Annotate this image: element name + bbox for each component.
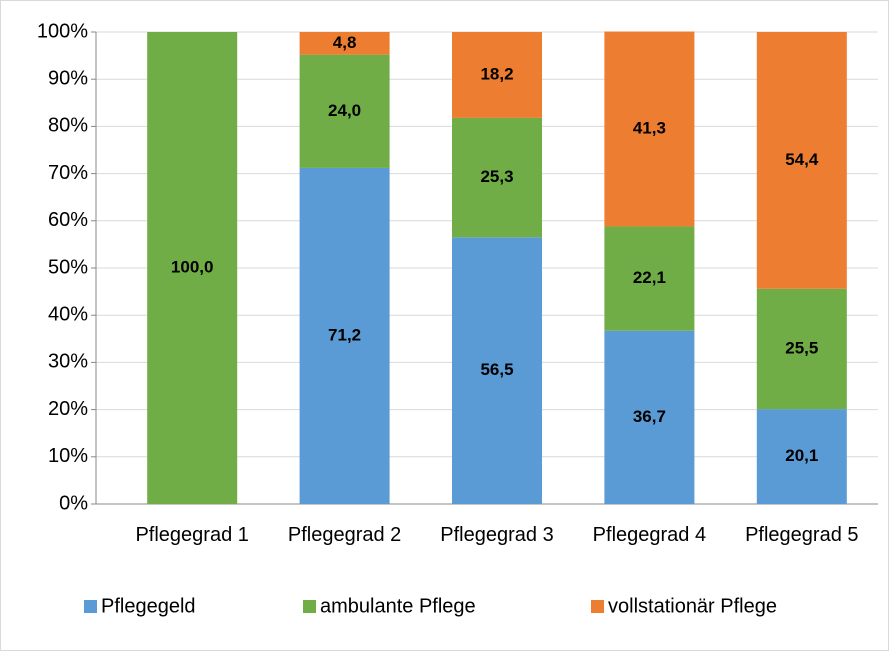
bar-segment xyxy=(452,117,542,238)
bar-segment xyxy=(756,32,847,289)
legend-swatch xyxy=(84,600,97,613)
x-tick-label: Pflegegrad 4 xyxy=(592,524,707,546)
legend-label: vollstationär Pflege xyxy=(608,595,777,617)
bar-segment xyxy=(756,288,847,410)
bar-segment xyxy=(452,237,542,504)
y-tick-label: 90% xyxy=(48,67,88,89)
y-tick-label: 100% xyxy=(37,20,88,42)
legend-swatch xyxy=(591,600,604,613)
y-tick-label: 60% xyxy=(48,209,88,231)
x-tick-label: Pflegegrad 2 xyxy=(287,524,402,546)
y-tick-label: 50% xyxy=(48,256,88,278)
legend-label: ambulante Pflege xyxy=(320,595,476,617)
legend-label: Pflegegeld xyxy=(101,595,196,617)
data-label: 71,2 xyxy=(328,325,361,344)
data-label: 24,0 xyxy=(328,101,361,120)
data-label: 22,1 xyxy=(633,268,666,287)
bar-segment xyxy=(147,32,238,504)
y-tick-label: 30% xyxy=(48,351,88,373)
y-tick-label: 20% xyxy=(48,398,88,420)
data-label: 100,0 xyxy=(171,257,214,276)
bar-segment xyxy=(604,330,695,504)
data-label: 25,5 xyxy=(785,338,818,357)
data-label: 18,2 xyxy=(480,64,513,83)
y-tick-label: 70% xyxy=(48,162,88,184)
bar-segment xyxy=(299,54,390,168)
data-label: 41,3 xyxy=(633,118,666,137)
data-label: 36,7 xyxy=(633,407,666,426)
data-label: 54,4 xyxy=(785,150,819,169)
x-tick-label: Pflegegrad 1 xyxy=(135,524,249,546)
y-tick-label: 80% xyxy=(48,115,88,137)
data-label: 25,3 xyxy=(480,167,513,186)
bar-segment xyxy=(299,32,390,55)
bar-segment xyxy=(299,167,390,504)
y-tick-label: 40% xyxy=(48,303,88,325)
x-tick-label: Pflegegrad 5 xyxy=(745,524,859,546)
bar-segment xyxy=(452,32,542,118)
y-tick-label: 0% xyxy=(59,492,88,514)
data-label: 56,5 xyxy=(480,360,513,379)
y-tick-label: 10% xyxy=(48,445,88,467)
legend-swatch xyxy=(303,600,316,613)
data-label: 20,1 xyxy=(785,446,818,465)
bar-segment xyxy=(604,31,695,227)
data-label: 4,8 xyxy=(333,33,357,52)
bar-segment xyxy=(604,226,695,331)
x-tick-label: Pflegegrad 3 xyxy=(440,524,554,546)
bar-segment xyxy=(756,409,847,504)
